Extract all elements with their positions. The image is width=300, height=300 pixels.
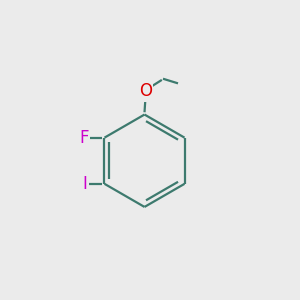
Text: O: O (139, 82, 152, 100)
Text: F: F (80, 129, 89, 147)
Text: I: I (82, 175, 87, 193)
